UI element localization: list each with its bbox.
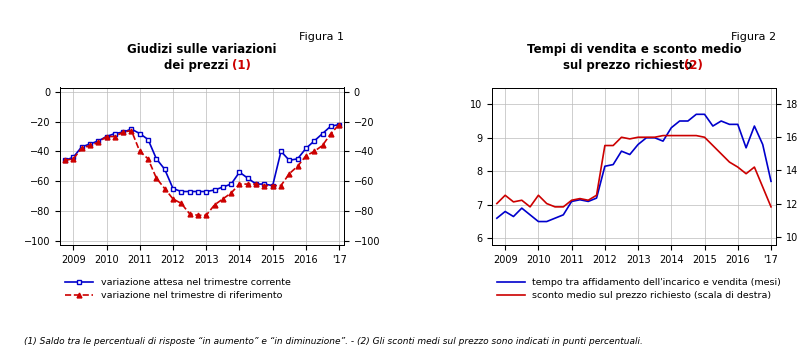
Legend: tempo tra affidamento dell'incarico e vendita (mesi), sconto medio sul prezzo ri: tempo tra affidamento dell'incarico e ve… xyxy=(497,278,782,300)
Text: sul prezzo richiesto: sul prezzo richiesto xyxy=(563,59,697,72)
Text: (2): (2) xyxy=(683,59,702,72)
Text: Figura 1: Figura 1 xyxy=(299,32,344,42)
Text: Tempi di vendita e sconto medio: Tempi di vendita e sconto medio xyxy=(526,43,742,56)
Text: (1) Saldo tra le percentuali di risposte “in aumento” e “in diminuzione”. - (2) : (1) Saldo tra le percentuali di risposte… xyxy=(24,337,643,346)
Text: (1): (1) xyxy=(233,59,251,72)
Text: dei prezzi: dei prezzi xyxy=(164,59,232,72)
Text: Figura 2: Figura 2 xyxy=(731,32,776,42)
Text: Giudizi sulle variazioni: Giudizi sulle variazioni xyxy=(127,43,277,56)
Legend: variazione attesa nel trimestre corrente, variazione nel trimestre di riferiment: variazione attesa nel trimestre corrente… xyxy=(65,278,290,300)
